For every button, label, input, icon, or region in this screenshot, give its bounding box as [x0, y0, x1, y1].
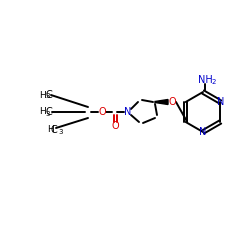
Text: O: O	[111, 121, 119, 131]
Text: O: O	[168, 97, 176, 107]
Text: C: C	[50, 125, 58, 135]
Text: NH: NH	[198, 75, 212, 85]
Text: N: N	[217, 97, 224, 107]
Text: H: H	[46, 126, 54, 134]
Text: 2: 2	[212, 79, 216, 85]
Text: H: H	[38, 90, 46, 100]
Text: N: N	[199, 127, 207, 137]
Text: C: C	[46, 107, 52, 117]
Text: O: O	[98, 107, 106, 117]
Text: 3: 3	[58, 128, 62, 134]
Text: 3: 3	[45, 110, 50, 116]
Text: N: N	[124, 107, 132, 117]
Polygon shape	[155, 100, 168, 104]
Text: 3: 3	[45, 94, 50, 100]
Text: C: C	[46, 90, 52, 100]
Text: H: H	[38, 108, 46, 116]
